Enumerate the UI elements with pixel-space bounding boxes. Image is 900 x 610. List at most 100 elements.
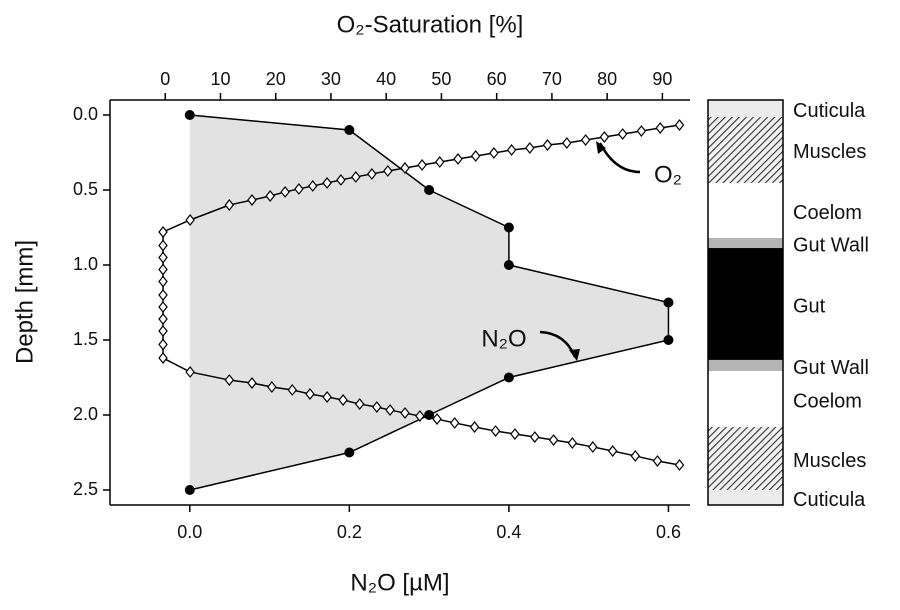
point (322, 176, 332, 189)
point (655, 122, 665, 135)
annotation-arrow (598, 142, 641, 174)
layer-label: Coelom (793, 390, 862, 412)
point (567, 437, 578, 450)
tissue-layer (708, 100, 783, 117)
x2-tick-label: 40 (376, 69, 396, 89)
point (158, 338, 168, 351)
x-tick-label: 0.2 (337, 522, 362, 542)
tissue-layer (708, 359, 783, 372)
point (158, 251, 168, 264)
tissue-layer (708, 427, 783, 490)
point (548, 434, 559, 447)
tissue-layer (708, 490, 783, 505)
tissue-layer (708, 248, 783, 360)
point (344, 447, 355, 458)
point (158, 325, 168, 337)
point (449, 416, 460, 429)
layer-label: Cuticula (793, 100, 866, 122)
point (351, 170, 361, 183)
point (674, 458, 685, 471)
point (372, 401, 382, 414)
point (489, 146, 499, 159)
point (383, 164, 393, 177)
point (525, 142, 535, 154)
point (588, 440, 598, 453)
x2-tick-label: 0 (160, 69, 170, 89)
x2-tick-label: 10 (210, 69, 230, 89)
point (663, 297, 674, 308)
point (338, 394, 348, 406)
point (490, 425, 501, 438)
point (224, 374, 235, 387)
point (503, 372, 514, 383)
point (158, 313, 168, 325)
y-axis-title: Depth [mm] (11, 240, 38, 364)
layer-frame (707, 99, 784, 506)
point (184, 485, 195, 495)
point (344, 125, 355, 135)
point (506, 143, 517, 156)
point (336, 173, 346, 186)
point (530, 431, 540, 444)
annotation: O₂ (654, 161, 682, 188)
plot-area (189, 115, 669, 490)
point (294, 182, 304, 195)
point (184, 110, 195, 120)
tissue-layer (708, 371, 783, 427)
point (158, 352, 168, 364)
point (617, 128, 628, 141)
y-tick-label: 1.5 (73, 329, 98, 349)
point (562, 137, 572, 150)
point (663, 335, 674, 345)
layer-label: Coelom (793, 202, 862, 224)
point (607, 445, 618, 457)
point (158, 289, 168, 301)
layer-label: Gut Wall (793, 234, 869, 256)
point (280, 185, 290, 198)
annotation-arrowhead (596, 141, 606, 154)
point (503, 260, 514, 270)
point (510, 428, 520, 441)
x-axis-title: N₂O [µM] (350, 569, 449, 596)
point (674, 119, 685, 132)
x-tick-label: 0.6 (656, 522, 681, 542)
point (287, 383, 298, 396)
layer-label: Muscles (793, 450, 866, 472)
point (247, 194, 257, 207)
point (636, 125, 647, 138)
y-tick-label: 2.0 (73, 404, 98, 424)
layer-label: Cuticula (793, 489, 866, 511)
annotation: N₂O (481, 325, 526, 352)
point (385, 404, 395, 417)
point (599, 131, 610, 144)
x2-tick-label: 60 (487, 69, 507, 89)
x2-tick-label: 90 (652, 69, 672, 89)
layer-label: Gut Wall (793, 357, 869, 379)
point (470, 149, 481, 162)
annotation-arrowhead (569, 349, 580, 361)
point (158, 226, 168, 238)
point (158, 239, 168, 252)
tissue-layer (708, 116, 783, 183)
x2-tick-label: 70 (542, 69, 562, 89)
point (322, 391, 332, 403)
point (185, 365, 195, 378)
point (652, 455, 663, 468)
y-tick-label: 1.0 (73, 254, 98, 274)
point (354, 398, 365, 411)
point (158, 263, 168, 276)
point (367, 167, 377, 180)
point (503, 222, 514, 233)
point (417, 158, 427, 171)
layer-label: Muscles (793, 141, 866, 163)
point (307, 179, 318, 192)
x2-tick-label: 20 (266, 69, 286, 89)
x2-tick-label: 50 (431, 69, 451, 89)
point (185, 214, 195, 226)
point (247, 377, 257, 390)
point (432, 413, 442, 426)
point (630, 449, 641, 462)
point (453, 152, 463, 165)
layer-label: Gut (793, 295, 826, 317)
